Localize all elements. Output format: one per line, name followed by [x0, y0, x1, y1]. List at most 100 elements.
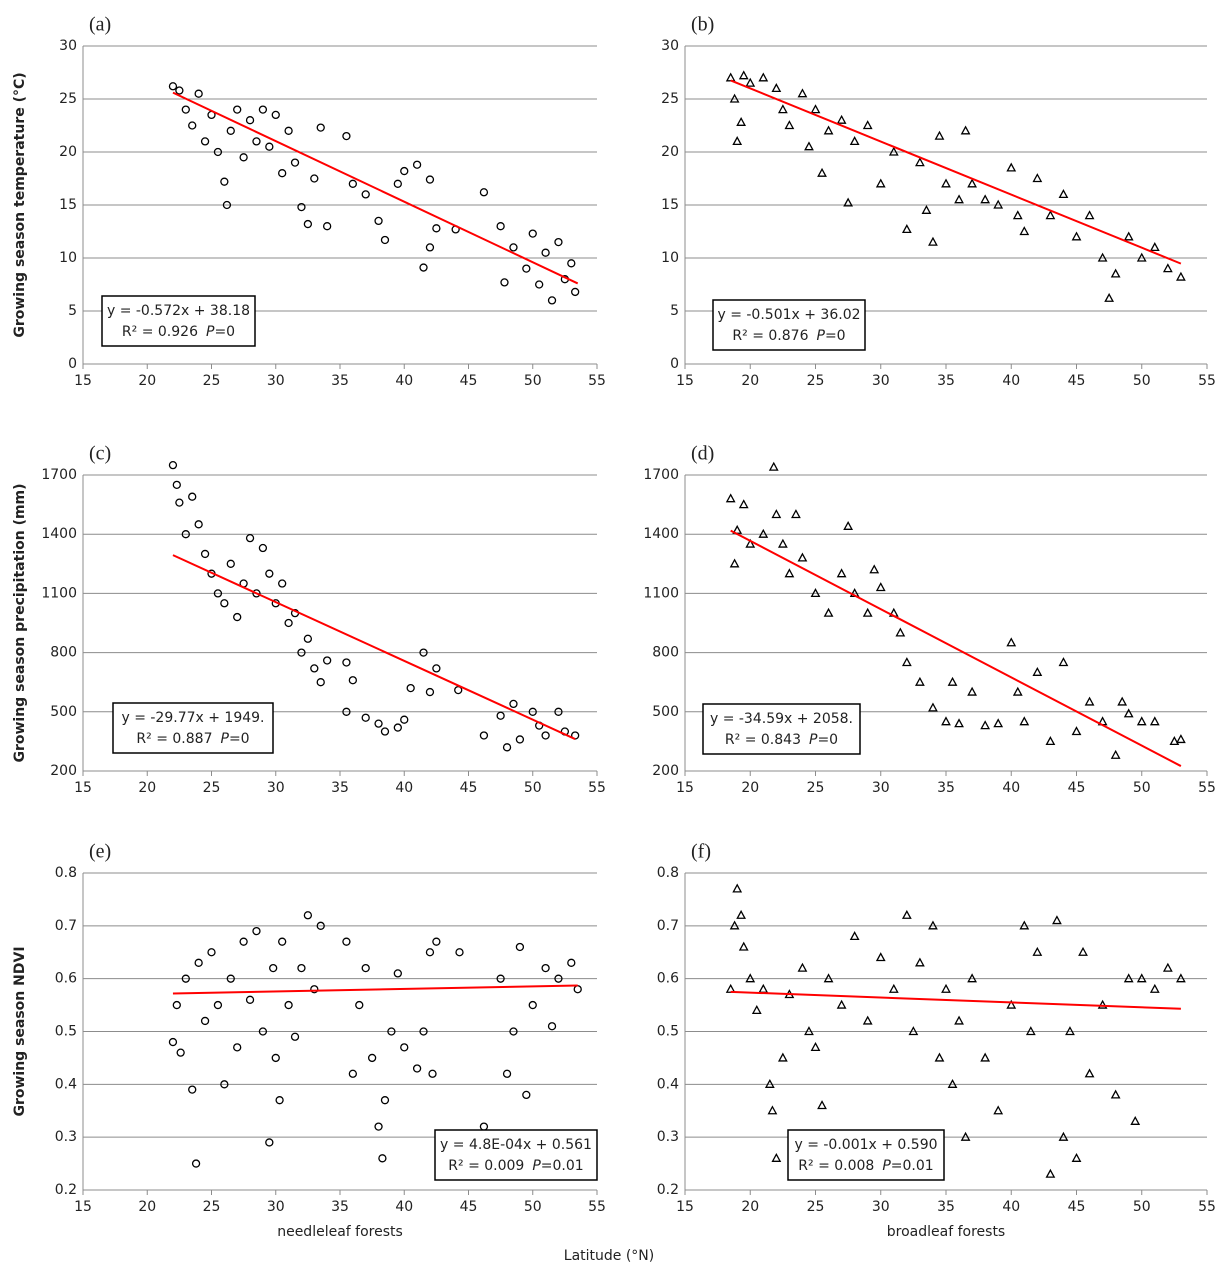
circle-point	[316, 921, 325, 930]
x-tick-label: 30	[267, 780, 285, 796]
y-tick-label: 0.3	[55, 1129, 77, 1145]
y-tick-label: 0.6	[657, 971, 679, 987]
x-tick-label: 30	[267, 1199, 285, 1215]
circle-point	[303, 911, 313, 920]
triangle-point	[1071, 1152, 1082, 1162]
y-tick-label: 0.5	[55, 1024, 77, 1040]
x-tick-label: 35	[937, 780, 955, 796]
triangle-point	[777, 104, 788, 114]
equation: y = -0.001x + 0.590	[794, 1137, 937, 1153]
triangle-point	[738, 70, 749, 80]
trend-line	[172, 91, 579, 285]
x-tick-label: 15	[676, 373, 694, 389]
circle-point	[419, 648, 428, 657]
triangle-point	[1136, 252, 1147, 262]
fit-stats: R² = 0.009 P=0.01	[448, 1158, 583, 1174]
triangle-point	[810, 1041, 821, 1051]
triangle-point	[768, 461, 779, 471]
x-tick-label: 40	[395, 780, 413, 796]
x-tick-label: 20	[741, 373, 759, 389]
circle-point	[496, 974, 505, 983]
circle-point	[547, 1022, 557, 1031]
circle-point	[378, 1154, 387, 1163]
y-tick-label: 0	[670, 356, 679, 372]
triangle-point	[729, 93, 740, 103]
x-tick-label: 25	[807, 373, 825, 389]
circle-point	[432, 937, 441, 946]
x-tick-label: 15	[74, 1199, 92, 1215]
triangle-point	[934, 1052, 945, 1062]
circle-point	[290, 1032, 300, 1041]
circle-point	[213, 147, 223, 157]
triangle-point	[993, 199, 1004, 209]
circle-point	[194, 520, 203, 529]
p-value: =0	[229, 731, 250, 747]
circle-point	[479, 731, 489, 740]
r-squared: R² = 0.887	[136, 731, 212, 747]
circle-point	[239, 937, 248, 946]
triangle-point	[908, 1026, 919, 1036]
triangle-point	[1097, 999, 1108, 1009]
y-tick-label: 800	[652, 645, 679, 661]
y-tick-label: 20	[59, 144, 77, 160]
y-tick-label: 1700	[41, 467, 77, 483]
circle-point	[380, 235, 390, 245]
circle-point	[303, 219, 313, 229]
annotation-box	[101, 295, 256, 347]
circle-point	[342, 131, 351, 141]
panel-label: (d)	[691, 443, 714, 465]
p-value: =0.01	[891, 1158, 934, 1174]
circle-point	[515, 942, 525, 952]
y-tick-label: 0	[68, 356, 77, 372]
triangle-point	[1058, 657, 1069, 667]
x-tick-label: 15	[74, 780, 92, 796]
circle-point	[191, 1159, 201, 1168]
circle-point	[541, 248, 550, 257]
triangle-point	[849, 136, 860, 146]
circle-point	[310, 985, 319, 994]
y-tick-label: 0.4	[657, 1076, 679, 1092]
triangle-point	[954, 718, 964, 728]
triangle-point	[1123, 231, 1134, 241]
y-axis-title: Growing season NDVI	[12, 946, 28, 1116]
panel-label: (e)	[89, 841, 111, 863]
triangle-point	[843, 197, 854, 207]
circle-point	[226, 126, 235, 135]
circle-point	[500, 278, 509, 287]
circle-point	[348, 676, 358, 685]
triangle-point	[1071, 231, 1082, 241]
trend-line	[730, 79, 1182, 265]
triangle-point	[738, 941, 749, 951]
triangle-point	[915, 157, 925, 167]
triangle-point	[797, 962, 808, 972]
triangle-point	[1058, 1131, 1069, 1141]
circle-point	[400, 166, 409, 176]
circle-point	[245, 533, 255, 543]
circle-point	[220, 177, 229, 186]
circle-point	[342, 707, 351, 716]
circle-point	[425, 243, 435, 252]
triangle-point	[954, 1015, 964, 1025]
triangle-point	[1162, 962, 1173, 972]
triangle-point	[836, 568, 847, 578]
y-tick-label: 25	[59, 91, 77, 107]
triangle-point	[875, 952, 886, 962]
circle-point	[188, 1085, 197, 1094]
triangle-point	[810, 104, 821, 114]
circle-point	[233, 105, 242, 114]
r-squared: R² = 0.009	[448, 1158, 524, 1174]
annotation-box	[787, 1129, 945, 1181]
y-tick-label: 0.2	[657, 1182, 679, 1198]
panel-label: (c)	[89, 443, 111, 465]
y-tick-label: 500	[50, 704, 77, 720]
triangle-point	[764, 1078, 775, 1088]
circle-point	[425, 175, 435, 184]
triangle-point	[1025, 1026, 1036, 1036]
x-tick-label: 25	[203, 1199, 221, 1215]
x-tick-label: 45	[1068, 780, 1086, 796]
y-tick-label: 10	[661, 250, 679, 266]
circle-point	[342, 937, 351, 946]
x-axis-label: needleleaf forests	[277, 1224, 403, 1240]
circle-point	[316, 123, 325, 132]
circle-point	[297, 202, 306, 212]
